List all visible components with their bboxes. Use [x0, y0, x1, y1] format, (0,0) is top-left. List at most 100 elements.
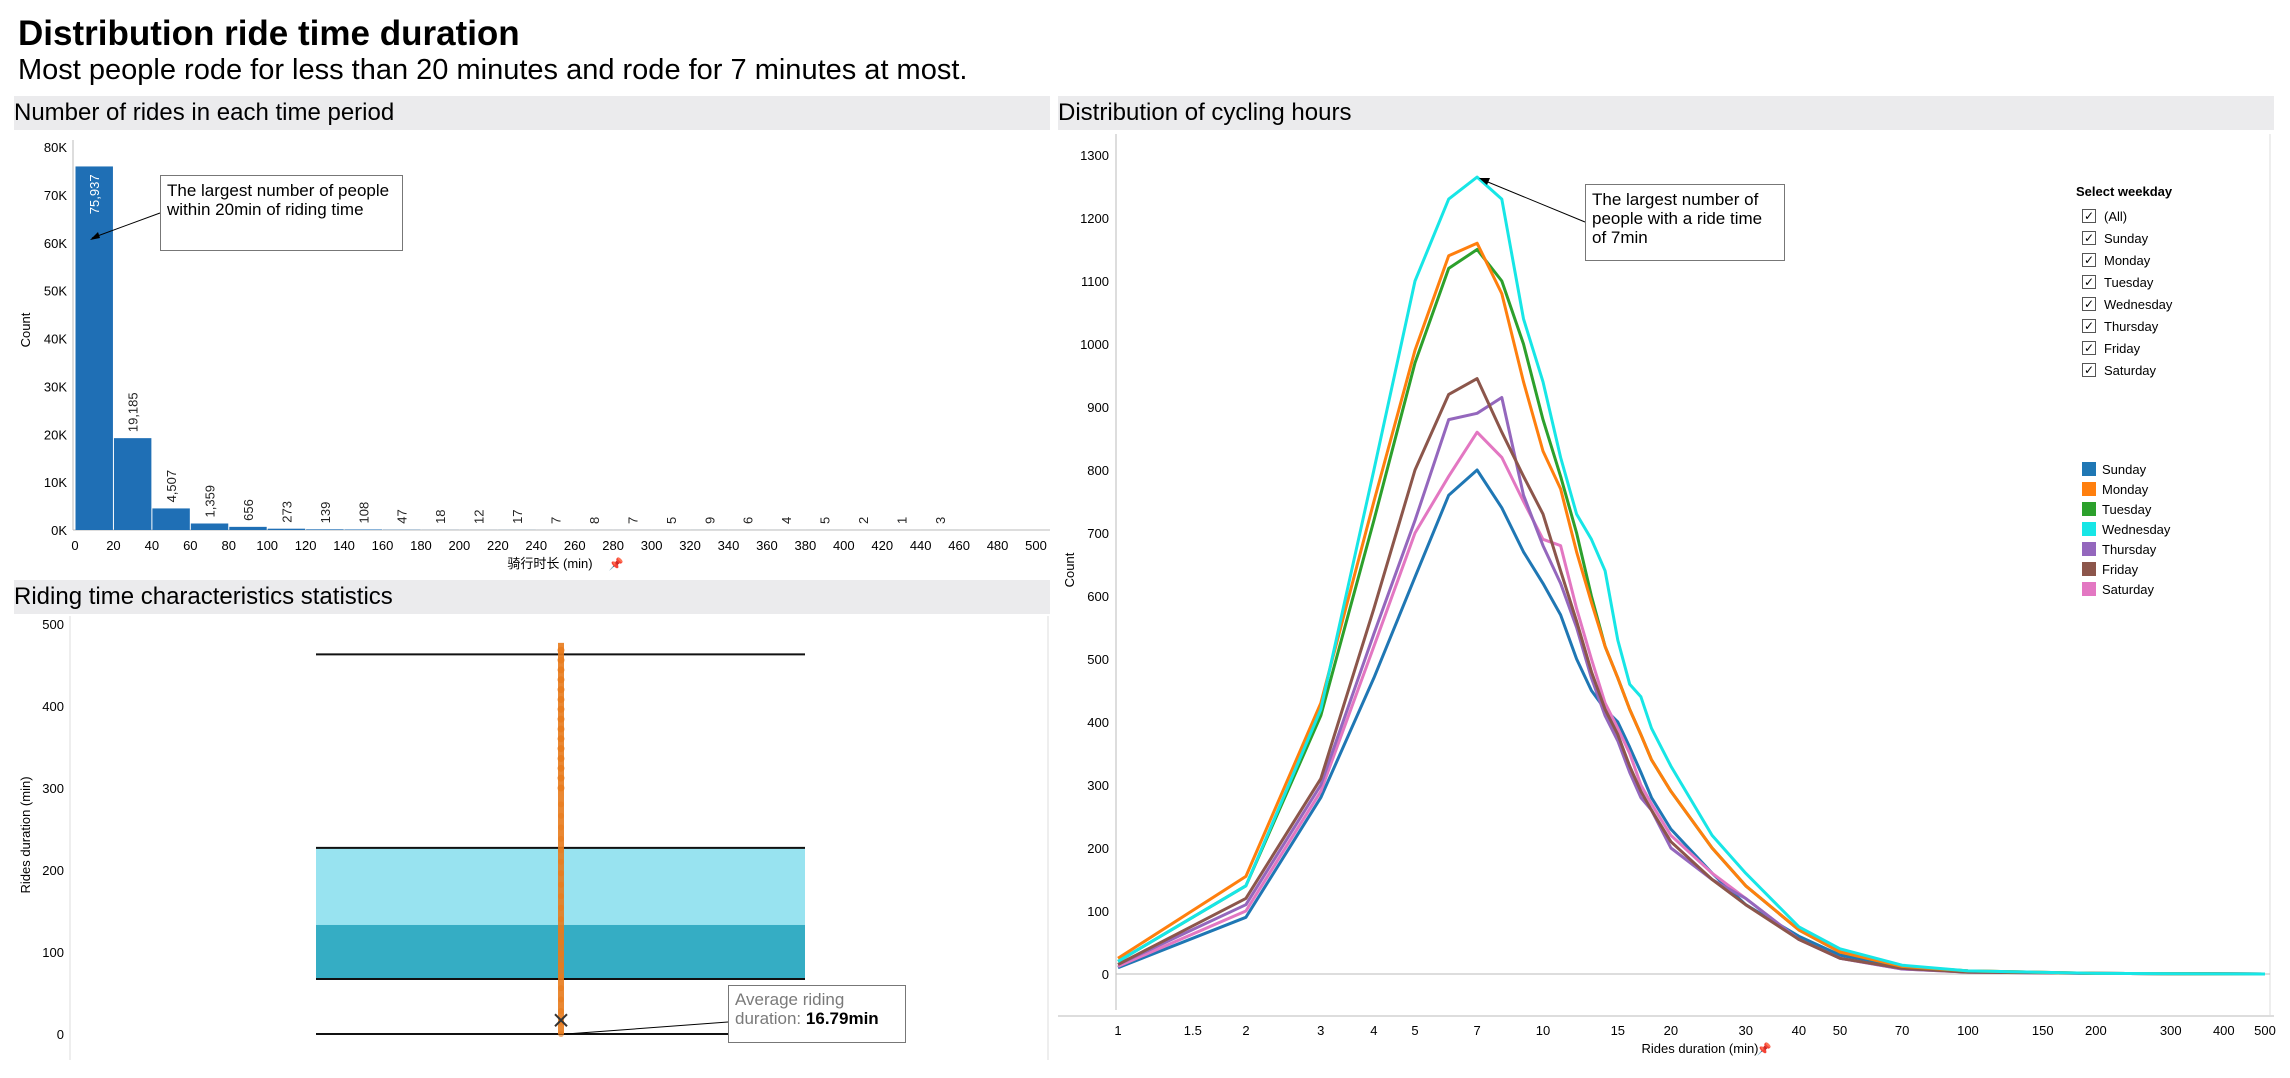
- weekday-filter-label: Friday: [2104, 340, 2141, 356]
- lines-y-tick-label: 200: [1087, 841, 1109, 856]
- boxplot-point: [558, 835, 564, 842]
- lines-y-tick-label: 600: [1087, 589, 1109, 604]
- boxplot-point: [557, 784, 565, 792]
- boxplot-y-axis-title: Rides duration (min): [18, 776, 33, 893]
- histogram-bar: [113, 438, 152, 530]
- histogram-data-label: 18: [433, 509, 448, 523]
- histogram-y-tick-label: 10K: [44, 475, 67, 490]
- boxplot-point: [558, 916, 564, 923]
- boxplot-annotation-pointer: [565, 1021, 729, 1035]
- histogram-y-tick-label: 0K: [51, 523, 67, 538]
- lines-x-tick-label: 1: [1114, 1023, 1121, 1038]
- boxplot-panel-title: Riding time characteristics statistics: [14, 583, 393, 610]
- lines-x-axis-title: Rides duration (min): [1641, 1041, 1758, 1056]
- histogram-data-label: 9: [702, 517, 717, 524]
- checkbox-checked-icon[interactable]: ✓: [2082, 209, 2096, 223]
- lines-x-tick-label: 10: [1536, 1023, 1550, 1038]
- weekday-filter-option[interactable]: ✓ Thursday: [2076, 315, 2172, 337]
- boxplot-point: [557, 676, 565, 684]
- legend-swatch: [2082, 522, 2096, 536]
- boxplot-point: [557, 705, 565, 713]
- boxplot-y-tick-label: 100: [42, 945, 64, 960]
- histogram-y-axis-title: Count: [18, 312, 33, 347]
- histogram-x-tick-label: 380: [795, 538, 817, 553]
- weekday-filter-option[interactable]: ✓ Wednesday: [2076, 293, 2172, 315]
- checkbox-checked-icon[interactable]: ✓: [2082, 231, 2096, 245]
- checkbox-checked-icon[interactable]: ✓: [2082, 275, 2096, 289]
- legend-label: Friday: [2102, 561, 2139, 577]
- weekday-filter-label: Monday: [2104, 252, 2151, 268]
- weekday-filter-option[interactable]: ✓ Friday: [2076, 337, 2172, 359]
- histogram-x-tick-label: 480: [987, 538, 1009, 553]
- histogram-bar: [152, 508, 190, 530]
- boxplot-point: [558, 939, 564, 946]
- histogram-data-label: 12: [472, 509, 487, 523]
- checkbox-checked-icon[interactable]: ✓: [2082, 363, 2096, 377]
- boxplot-point: [558, 1008, 564, 1015]
- histogram-x-tick-label: 420: [871, 538, 893, 553]
- legend-item: Thursday: [2082, 539, 2170, 559]
- boxplot-point: [558, 962, 564, 969]
- boxplot-point: [558, 801, 564, 808]
- boxplot-point: [557, 686, 565, 694]
- histogram-x-tick-label: 60: [183, 538, 197, 553]
- checkbox-checked-icon[interactable]: ✓: [2082, 253, 2096, 267]
- legend-label: Wednesday: [2102, 521, 2171, 537]
- lines-y-tick-label: 1000: [1080, 337, 1109, 352]
- checkbox-checked-icon[interactable]: ✓: [2082, 341, 2096, 355]
- histogram-data-label: 4,507: [164, 470, 179, 503]
- histogram-x-tick-label: 500: [1025, 538, 1047, 553]
- page-title: Distribution ride time duration: [18, 14, 520, 53]
- boxplot-point: [558, 904, 564, 911]
- histogram-data-label: 5: [664, 517, 679, 524]
- histogram-x-tick-label: 40: [145, 538, 159, 553]
- lines-x-tick-label: 500: [2254, 1023, 2276, 1038]
- lines-x-tick-label: 2: [1242, 1023, 1249, 1038]
- checkbox-checked-icon[interactable]: ✓: [2082, 297, 2096, 311]
- histogram-y-tick-label: 80K: [44, 140, 67, 155]
- lines-y-tick-label: 500: [1087, 652, 1109, 667]
- lines-annotation: The largest number of people with a ride…: [1585, 184, 1785, 261]
- weekday-filter-option[interactable]: ✓ Saturday: [2076, 359, 2172, 381]
- legend-swatch: [2082, 542, 2096, 556]
- boxplot-panel-header: Riding time characteristics statistics: [14, 580, 1050, 614]
- histogram-x-tick-label: 140: [333, 538, 355, 553]
- histogram-x-tick-label: 360: [756, 538, 778, 553]
- legend-label: Saturday: [2102, 581, 2155, 597]
- lines-y-tick-label: 1100: [1081, 274, 1109, 289]
- lines-x-tick-label: 50: [1833, 1023, 1847, 1038]
- boxplot-point: [557, 764, 565, 772]
- weekday-filter-option[interactable]: ✓ (All): [2076, 205, 2172, 227]
- lines-x-tick-label: 200: [2085, 1023, 2107, 1038]
- boxplot-point: [558, 858, 564, 865]
- histogram-data-label: 75,937: [87, 174, 102, 214]
- weekday-filter: Select weekday ✓ (All) ✓ Sunday ✓ Monday ✓ Tues…: [2076, 184, 2172, 381]
- lines-y-tick-label: 900: [1087, 400, 1109, 415]
- weekday-filter-option[interactable]: ✓ Tuesday: [2076, 271, 2172, 293]
- weekday-filter-label: (All): [2104, 208, 2128, 224]
- weekday-filter-option[interactable]: ✓ Monday: [2076, 249, 2172, 271]
- lines-x-tick-label: 400: [2213, 1023, 2235, 1038]
- boxplot-point: [557, 656, 565, 664]
- histogram-x-tick-label: 120: [295, 538, 317, 553]
- lines-x-tick-label: 30: [1739, 1023, 1753, 1038]
- weekday-filter-option[interactable]: ✓ Sunday: [2076, 227, 2172, 249]
- pin-icon: 📌: [609, 556, 624, 571]
- histogram-bar: [306, 529, 344, 530]
- histogram-bar: [229, 526, 267, 530]
- legend-swatch: [2082, 482, 2096, 496]
- histogram-data-label: 47: [395, 509, 410, 523]
- histogram-x-tick-label: 200: [449, 538, 471, 553]
- histogram-y-tick-label: 40K: [44, 332, 67, 347]
- boxplot-point: [558, 996, 564, 1003]
- checkbox-checked-icon[interactable]: ✓: [2082, 319, 2096, 333]
- line-series-monday: [1117, 241, 2266, 976]
- histogram-x-tick-label: 320: [679, 538, 701, 553]
- histogram-y-tick-label: 50K: [44, 284, 67, 299]
- weekday-filter-label: Tuesday: [2104, 274, 2154, 290]
- histogram-data-label: 5: [818, 517, 833, 524]
- histogram-x-tick-label: 220: [487, 538, 509, 553]
- histogram-x-tick-label: 300: [641, 538, 663, 553]
- histogram-panel-header: Number of rides in each time period: [14, 96, 1050, 130]
- boxplot-point: [557, 754, 565, 762]
